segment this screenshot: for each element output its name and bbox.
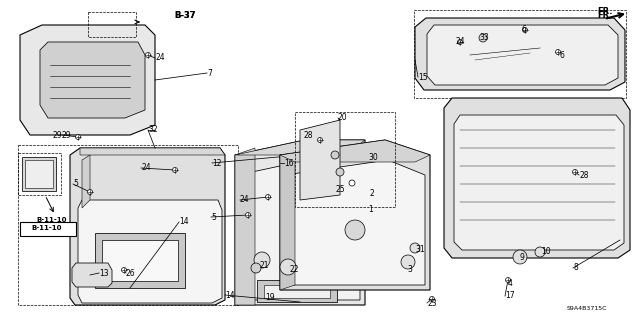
Circle shape [266,195,271,199]
Circle shape [522,27,527,33]
Text: 15: 15 [418,72,428,81]
Polygon shape [257,280,337,302]
Text: 9: 9 [520,254,525,263]
Circle shape [401,255,415,269]
Polygon shape [235,148,255,305]
Circle shape [336,168,344,176]
Text: 24: 24 [455,38,465,47]
Circle shape [479,34,487,42]
Polygon shape [285,160,425,285]
Text: 33: 33 [479,33,489,42]
Text: 24: 24 [240,196,250,204]
Polygon shape [70,148,225,305]
Polygon shape [78,200,222,303]
Text: 13: 13 [99,269,109,278]
Text: 14: 14 [225,291,235,300]
Text: 31: 31 [415,246,424,255]
Text: 28: 28 [579,170,589,180]
Polygon shape [280,140,430,162]
Text: 23: 23 [427,299,436,308]
Polygon shape [95,233,185,288]
Text: 29: 29 [62,130,72,139]
Circle shape [251,263,261,273]
Polygon shape [82,155,90,208]
Circle shape [76,135,81,139]
Text: 6: 6 [521,26,526,34]
Circle shape [317,137,323,143]
Polygon shape [264,285,330,298]
Text: 3: 3 [407,264,412,273]
Circle shape [173,167,177,173]
Circle shape [513,250,527,264]
Polygon shape [235,140,365,155]
Text: 7: 7 [207,69,212,78]
Circle shape [345,220,365,240]
Text: 32: 32 [148,125,157,135]
Circle shape [410,243,420,253]
Polygon shape [280,140,430,290]
Circle shape [349,180,355,186]
Polygon shape [102,240,178,281]
Text: 5: 5 [211,212,216,221]
Circle shape [429,296,435,301]
Text: 19: 19 [265,293,275,302]
Text: S9A4B3715C: S9A4B3715C [567,306,607,310]
Text: 6: 6 [559,50,564,60]
Polygon shape [80,148,225,155]
Polygon shape [454,115,624,250]
Polygon shape [40,42,145,118]
Circle shape [145,53,150,57]
Polygon shape [22,157,56,191]
Text: 24: 24 [155,54,164,63]
Text: 20: 20 [338,114,348,122]
Polygon shape [25,160,53,188]
Circle shape [535,247,545,257]
Polygon shape [235,140,365,305]
Circle shape [122,268,127,272]
Text: B-37: B-37 [174,11,195,20]
Text: 26: 26 [126,269,136,278]
Text: B-37: B-37 [174,11,195,20]
Text: 16: 16 [284,159,294,167]
Polygon shape [72,263,112,287]
Text: 30: 30 [368,153,378,162]
Polygon shape [20,25,155,135]
Text: 25: 25 [335,186,344,195]
Circle shape [280,259,296,275]
Text: B-11-10: B-11-10 [32,225,62,231]
Circle shape [573,169,577,174]
Circle shape [556,49,561,55]
Text: FR.: FR. [597,11,612,20]
Polygon shape [280,155,295,290]
Text: 28: 28 [303,130,312,139]
Text: 24: 24 [141,164,150,173]
Text: FR.: FR. [597,6,612,16]
Text: 29: 29 [52,130,62,139]
Text: 10: 10 [541,248,550,256]
FancyBboxPatch shape [19,221,76,235]
Circle shape [88,189,93,195]
Text: 8: 8 [573,263,578,272]
Text: 1: 1 [368,205,372,214]
Text: 5: 5 [73,180,78,189]
Circle shape [254,252,270,268]
Text: 17: 17 [505,292,515,300]
Text: 22: 22 [290,265,300,275]
Polygon shape [238,160,360,300]
Text: 21: 21 [259,261,269,270]
Polygon shape [444,98,630,258]
Circle shape [458,40,463,44]
Circle shape [246,212,250,218]
Text: 2: 2 [369,189,374,197]
Circle shape [331,151,339,159]
Polygon shape [415,18,625,90]
Text: 14: 14 [179,218,189,226]
Polygon shape [427,25,618,85]
Polygon shape [300,120,340,200]
Text: B-11-10: B-11-10 [36,217,67,223]
Text: 12: 12 [212,159,221,167]
Text: 4: 4 [508,278,513,287]
Circle shape [506,278,511,283]
